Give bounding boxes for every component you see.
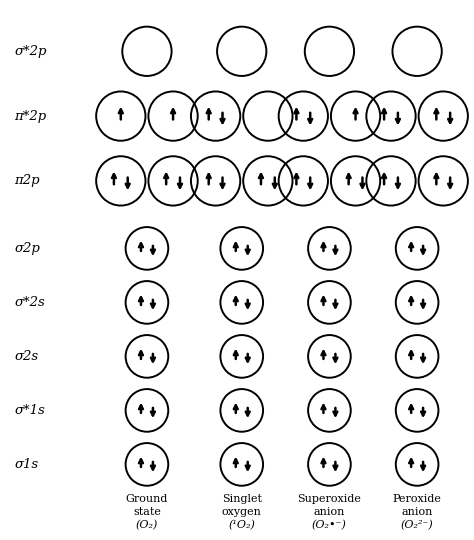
Text: state: state [133,507,161,517]
Text: (O₂•⁻): (O₂•⁻) [312,519,347,530]
Text: σ1s: σ1s [15,458,38,471]
Text: Ground: Ground [126,494,168,504]
Text: Superoxide: Superoxide [298,494,361,504]
Text: (O₂²⁻): (O₂²⁻) [401,519,434,530]
Text: σ2p: σ2p [15,242,40,255]
Text: σ2s: σ2s [15,350,38,363]
Text: π*2p: π*2p [15,110,47,123]
Text: σ*2s: σ*2s [15,296,45,309]
Text: anion: anion [401,507,433,517]
Text: σ*1s: σ*1s [15,404,45,417]
Text: (O₂): (O₂) [136,519,158,530]
Text: Singlet: Singlet [222,494,262,504]
Text: oxygen: oxygen [222,507,262,517]
Text: anion: anion [314,507,345,517]
Text: Peroxide: Peroxide [392,494,442,504]
Text: σ*2p: σ*2p [15,45,47,58]
Text: π2p: π2p [15,174,40,187]
Text: (¹O₂): (¹O₂) [228,519,255,530]
